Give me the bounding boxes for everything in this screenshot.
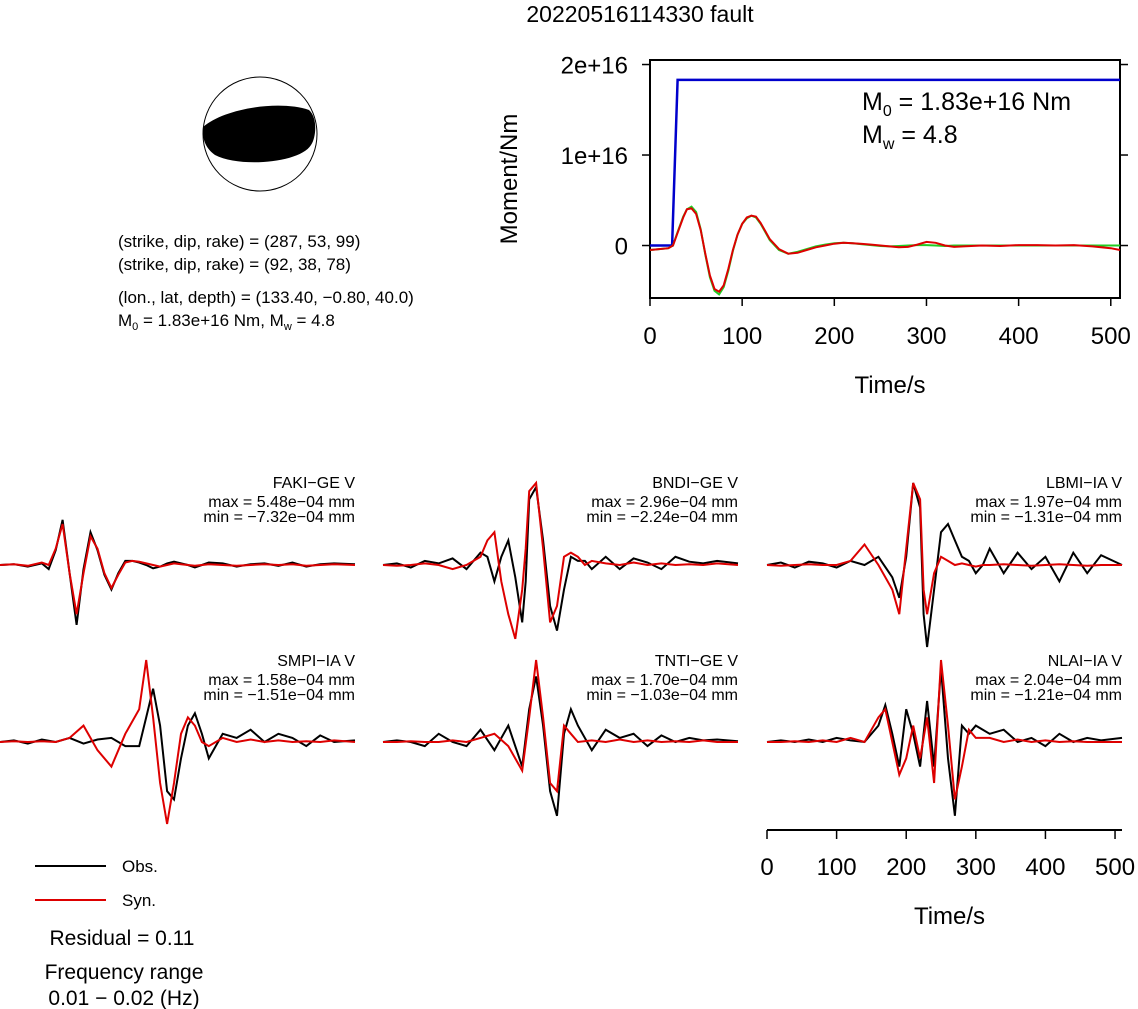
y-tick-label-1: 1e+16: [561, 143, 628, 170]
station-max-3: max = 1.58e−04 mm: [208, 672, 355, 689]
waveform-time-axis: 0 100 200 300 400 500 Time/s: [760, 829, 1135, 930]
moment-magnitude-line: M0 = 1.83e+16 Nm, Mw = 4.8: [118, 311, 335, 333]
plot-frame: [649, 59, 1121, 299]
station-name-0: FAKI−GE V: [273, 475, 356, 492]
observed-trace-0: [0, 519, 356, 626]
station-min-0: min = −7.32e−04 mm: [203, 509, 355, 526]
nodal-plane-2: (strike, dip, rake) = (92, 38, 78): [118, 255, 351, 274]
figure-title: 20220516114330 fault: [526, 1, 754, 27]
station-max-5: max = 2.04e−04 mm: [975, 672, 1122, 689]
station-min-2: min = −1.31e−04 mm: [970, 509, 1122, 526]
synthetic-trace-3: [0, 659, 356, 825]
x-tick-label-5: 500: [1091, 323, 1131, 350]
station-name-2: LBMI−IA V: [1046, 475, 1122, 492]
y-axis-label: Moment/Nm: [496, 114, 523, 245]
cumulative-moment-line: [650, 78, 1120, 247]
x-tick-label-3: 300: [906, 323, 946, 350]
station-name-4: TNTI−GE V: [655, 653, 738, 670]
station-min-3: min = −1.51e−04 mm: [203, 687, 355, 704]
synthetic-trace-5: [767, 659, 1122, 800]
observed-trace-2: [766, 482, 1123, 648]
frequency-label: Frequency range: [45, 961, 204, 984]
legend: Obs. Syn.: [35, 857, 158, 910]
legend-obs-label: Obs.: [122, 857, 158, 876]
station-max-1: max = 2.96e−04 mm: [591, 494, 738, 511]
x-tick-label-1: 100: [722, 323, 762, 350]
focal-mechanism-beachball: [202, 76, 318, 192]
station-name-3: SMPI−IA V: [277, 653, 355, 670]
synthetic-trace-1: [382, 480, 739, 640]
moment-rate-green-line: [649, 205, 1120, 296]
annotation-m0: M0 = 1.83e+16 Nm: [862, 88, 1071, 120]
station-name-5: NLAI−IA V: [1048, 653, 1123, 670]
axis-tick-label-2: 200: [886, 854, 926, 881]
axis-tick-label-4: 400: [1025, 854, 1065, 881]
synthetic-trace-2: [766, 482, 1122, 615]
moment-rate-red-line: [649, 207, 1121, 294]
station-min-1: min = −2.24e−04 mm: [586, 509, 738, 526]
y-tick-label-0: 0: [615, 234, 628, 261]
frequency-value: 0.01 − 0.02 (Hz): [48, 987, 199, 1009]
station-max-0: max = 5.48e−04 mm: [208, 494, 355, 511]
x-tick-label-2: 200: [814, 323, 854, 350]
x-tick-label-0: 0: [643, 323, 656, 350]
axis-tick-label-1: 100: [817, 854, 857, 881]
observed-trace-3: [0, 688, 356, 802]
nodal-plane-1: (strike, dip, rake) = (287, 53, 99): [118, 232, 360, 251]
x-tick-label-4: 400: [999, 323, 1039, 350]
station-min-5: min = −1.21e−04 mm: [970, 687, 1122, 704]
axis-label: Time/s: [914, 903, 985, 930]
axis-tick-label-5: 500: [1095, 854, 1135, 881]
synthetic-trace-0: [0, 523, 356, 615]
station-max-2: max = 1.97e−04 mm: [975, 494, 1122, 511]
source-location: (lon., lat, depth) = (133.40, −0.80, 40.…: [118, 288, 414, 307]
axis-tick-label-0: 0: [760, 854, 773, 881]
compressional-quadrant: [202, 105, 316, 163]
station-max-4: max = 1.70e−04 mm: [591, 672, 738, 689]
synthetic-trace-4: [383, 659, 738, 794]
residual-text: Residual = 0.11: [50, 927, 195, 950]
moment-function-chart: 0 100 200 300 400 500 0 1e+16 2e+16 Time/s Moment/…: [496, 53, 1131, 399]
station-name-1: BNDI−GE V: [652, 475, 738, 492]
station-min-4: min = −1.03e−04 mm: [586, 687, 738, 704]
legend-syn-label: Syn.: [122, 891, 156, 910]
y-tick-label-2: 2e+16: [561, 53, 628, 80]
x-axis-label: Time/s: [854, 372, 925, 399]
annotation-mw: Mw = 4.8: [862, 121, 958, 153]
axis-tick-label-3: 300: [956, 854, 996, 881]
